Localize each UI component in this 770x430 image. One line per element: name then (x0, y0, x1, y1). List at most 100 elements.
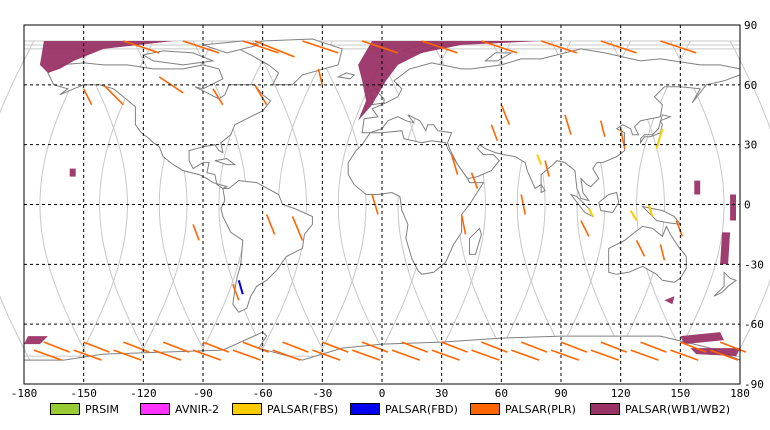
plr-swath (192, 224, 200, 241)
plr-swath (564, 114, 572, 135)
plr-swath (544, 160, 550, 177)
lon-tick-label: 150 (670, 387, 690, 400)
legend-label-palsar-plr: PALSAR(PLR) (505, 402, 576, 416)
observation-swaths (24, 40, 747, 361)
legend-item-palsar-wb: PALSAR(WB1/WB2) (590, 402, 730, 416)
plr-swath (560, 341, 588, 353)
lat-tick-label: -30 (744, 258, 764, 271)
axis-tick-labels: -180 -150 -120 -90 -60 -30 0 30 60 90 120 150 180 90 6… (11, 19, 764, 400)
plr-swath (580, 220, 590, 237)
plr-swath (212, 88, 224, 106)
plr-swath (600, 120, 606, 137)
plr-swath (83, 341, 110, 353)
lat-tick-label: 30 (744, 139, 757, 152)
plr-swath (232, 349, 261, 361)
plr-swath (123, 40, 160, 54)
plr-swath (481, 341, 508, 353)
coastline (640, 205, 682, 226)
plr-swath (470, 172, 479, 189)
legend-label-avnir2: AVNIR-2 (175, 402, 219, 416)
lon-tick-label: -120 (130, 387, 157, 400)
legend-item-palsar-fbd: PALSAR(FBD) (350, 402, 458, 416)
plr-swath (202, 341, 230, 353)
wb-swath (39, 41, 174, 73)
plr-swath (619, 128, 626, 149)
plr-swath (670, 349, 699, 361)
plr-swath (322, 341, 349, 353)
lon-tick-label: -90 (193, 387, 213, 400)
plr-swath (153, 349, 182, 361)
plr-swath (709, 349, 739, 361)
plr-swath (640, 341, 667, 353)
plr-swath (441, 341, 468, 353)
plr-swath (481, 40, 518, 54)
lon-tick-label: -60 (253, 387, 273, 400)
fbd-swath (237, 280, 244, 295)
plr-swath (719, 341, 747, 353)
plr-swath (254, 40, 295, 58)
lat-tick-label: 60 (744, 79, 757, 92)
plr-swath (600, 341, 627, 353)
legend-label-palsar-wb: PALSAR(WB1/WB2) (625, 402, 731, 416)
coastline (220, 180, 313, 313)
plr-swath (471, 349, 500, 361)
legend-item-palsar-plr: PALSAR(PLR) (470, 402, 576, 416)
coastline (540, 182, 546, 194)
plr-swath (600, 40, 637, 54)
plr-swath (460, 214, 467, 235)
lon-tick-label: 30 (435, 387, 448, 400)
legend-swatch-avnir2 (140, 403, 170, 415)
coastline (336, 72, 356, 80)
lon-tick-label: -30 (312, 387, 332, 400)
plr-swath (123, 341, 150, 353)
plr-swath (590, 349, 619, 361)
wb-swath (720, 232, 731, 265)
plr-swath (511, 349, 540, 361)
plr-swath (102, 84, 125, 106)
lon-tick-label: 120 (611, 387, 631, 400)
plr-swath (73, 349, 102, 361)
wb-swath (664, 296, 675, 305)
lat-tick-label: 0 (744, 199, 751, 212)
plr-swath (282, 341, 309, 353)
plr-swath (33, 349, 63, 361)
plr-swath (254, 84, 268, 106)
plr-swath (302, 40, 339, 54)
lon-tick-label: 180 (730, 387, 750, 400)
plr-swath (680, 341, 707, 353)
coastline (202, 40, 259, 54)
plr-swath (192, 349, 222, 361)
plr-swath (361, 40, 399, 54)
wb-swath (69, 168, 76, 177)
plr-swath (540, 40, 578, 54)
coastline (214, 158, 237, 166)
plr-swath (371, 194, 379, 215)
coastline (141, 50, 215, 66)
lon-tick-label: 90 (554, 387, 567, 400)
plr-swath (450, 154, 459, 175)
plr-swath (242, 341, 269, 353)
plr-swath (272, 349, 301, 361)
plr-swath (43, 341, 71, 353)
fbs-swath (587, 208, 594, 217)
plr-swath (351, 349, 381, 361)
plr-swath (162, 341, 190, 353)
coastline (713, 271, 738, 297)
orbit-track (729, 40, 770, 369)
coastline (469, 227, 482, 255)
coastline (361, 48, 741, 202)
legend-swatch-prsim (50, 403, 80, 415)
legend-swatch-palsar-wb (590, 403, 620, 415)
legend-swatch-palsar-plr (470, 403, 500, 415)
lon-tick-label: -180 (11, 387, 38, 400)
wb-swath (694, 180, 701, 195)
plr-swath (317, 68, 324, 86)
plr-swath (113, 349, 142, 361)
plr-swath (421, 40, 458, 54)
plr-swath (431, 349, 460, 361)
plr-swath (182, 40, 220, 54)
plr-swath (265, 214, 276, 235)
plr-swath (490, 124, 499, 141)
plr-swath (520, 341, 548, 353)
